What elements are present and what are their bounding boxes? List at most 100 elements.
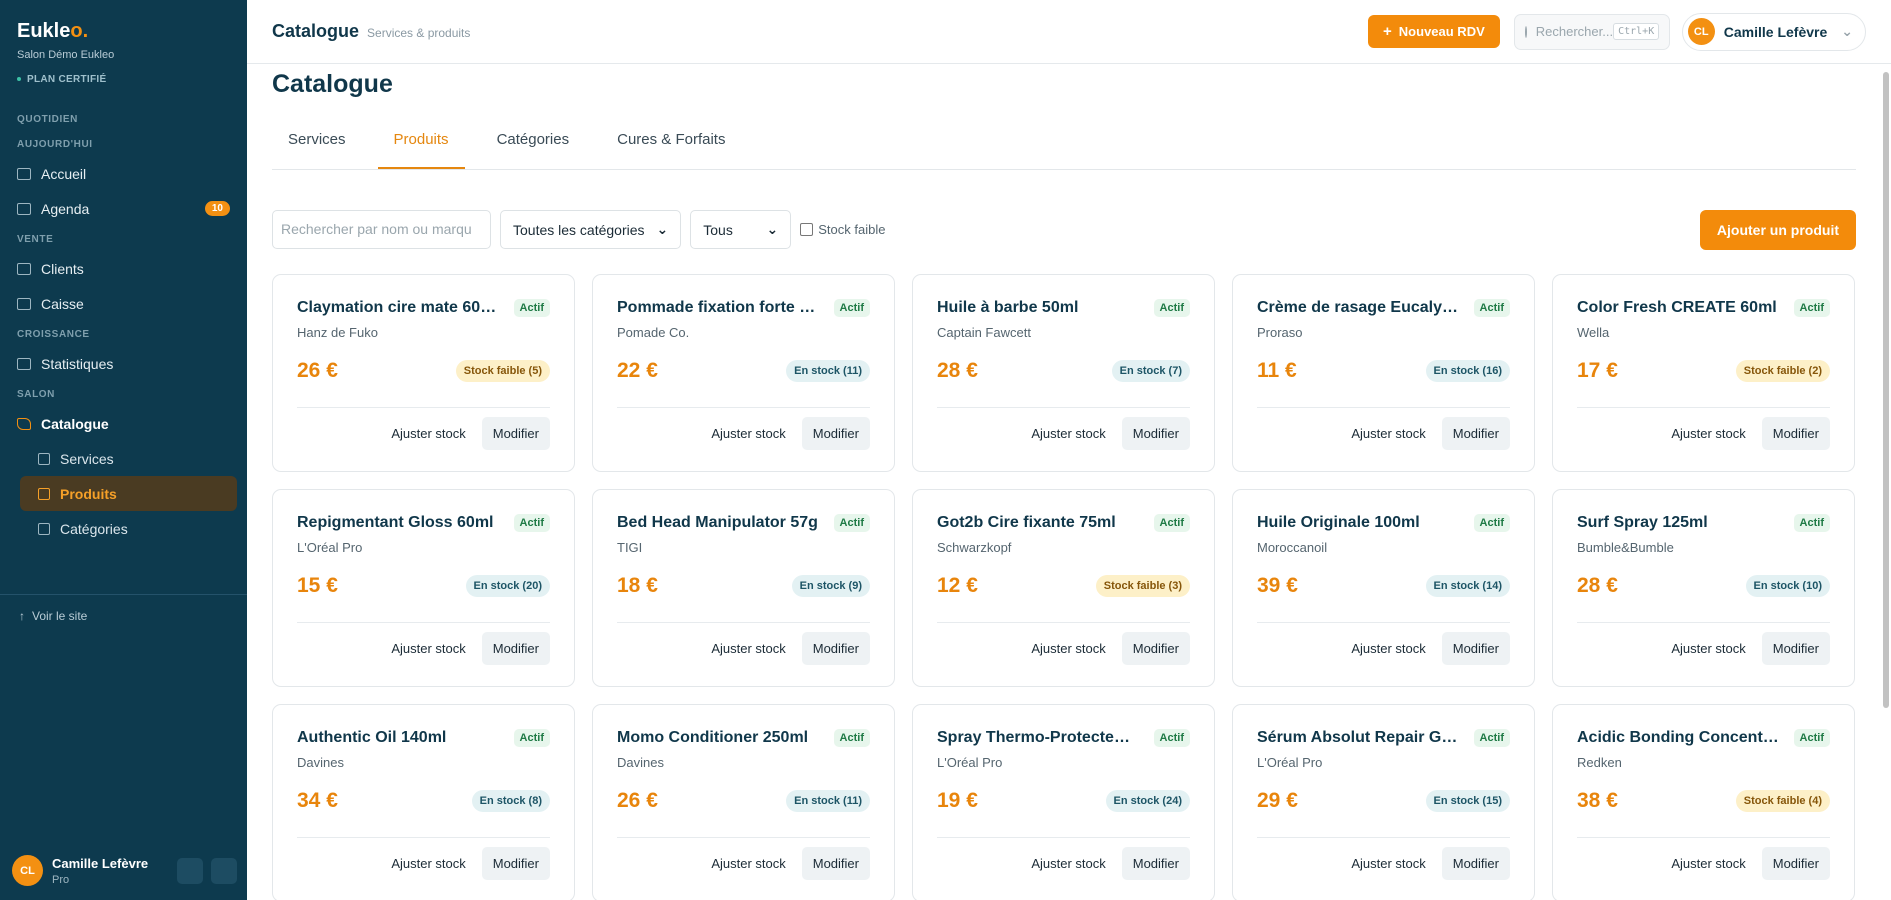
product-brand: Hanz de Fuko <box>297 325 378 340</box>
nav-subitem[interactable]: Produits <box>20 476 237 511</box>
theme-button[interactable] <box>177 857 203 884</box>
edit-button[interactable]: Modifier <box>1121 632 1190 665</box>
price: 26 € <box>297 359 338 382</box>
status-badge: Actif <box>1153 729 1190 747</box>
add-product-button[interactable]: Ajouter un produit <box>1699 209 1856 250</box>
edit-button[interactable]: Modifier <box>1121 417 1190 450</box>
scrollbar[interactable] <box>1883 72 1889 708</box>
status-badge: Actif <box>1793 299 1830 317</box>
adjust-stock-button[interactable]: Ajuster stock <box>1671 856 1746 871</box>
card-actions: Ajuster stock Modifier <box>1257 837 1510 880</box>
adjust-stock-button[interactable]: Ajuster stock <box>1671 426 1746 441</box>
edit-button[interactable]: Modifier <box>1441 417 1510 450</box>
edit-button[interactable]: Modifier <box>1761 417 1830 450</box>
nav-item[interactable]: Caisse <box>0 286 247 321</box>
nav: QUOTIDIEN AUJOURD'HUI Accueil Agenda 10 VENTE… <box>0 106 247 546</box>
price: 11 € <box>1257 359 1297 382</box>
adjust-stock-button[interactable]: Ajuster stock <box>391 426 466 441</box>
edit-button[interactable]: Modifier <box>801 417 870 450</box>
nav-label: Catégories <box>60 520 128 537</box>
stock-badge: En stock (7) <box>1111 360 1190 382</box>
price-row: 18 € En stock (9) <box>617 572 870 600</box>
select-value: Toutes les catégories <box>513 221 645 238</box>
price: 28 € <box>1577 574 1618 597</box>
product-name: Claymation cire mate 60… <box>297 299 497 316</box>
nav-subitem[interactable]: Catégories <box>20 511 237 546</box>
user-menu[interactable]: CL Camille Lefèvre <box>1681 12 1866 51</box>
nav-item[interactable]: Accueil <box>0 156 247 191</box>
product-card: Surf Spray 125ml Actif Bumble&Bumble 28 € En… <box>1552 489 1855 687</box>
adjust-stock-button[interactable]: Ajuster stock <box>1351 426 1426 441</box>
edit-button[interactable]: Modifier <box>1441 632 1510 665</box>
product-card: Sérum Absolut Repair G… Actif L'Oréal Pro 2… <box>1232 704 1535 900</box>
product-brand: Captain Fawcett <box>937 325 1031 340</box>
product-card: Pommade fixation forte … Actif Pomade Co. 2… <box>592 274 895 472</box>
search-input[interactable]: Rechercher par nom ou marqu <box>272 210 491 249</box>
price: 29 € <box>1257 789 1298 812</box>
site-link[interactable]: Voir le site <box>19 609 87 623</box>
tab[interactable]: Produits <box>377 132 465 169</box>
edit-button[interactable]: Modifier <box>1441 847 1510 880</box>
logout-button[interactable] <box>211 857 237 884</box>
adjust-stock-button[interactable]: Ajuster stock <box>1351 856 1426 871</box>
adjust-stock-button[interactable]: Ajuster stock <box>1031 426 1106 441</box>
edit-button[interactable]: Modifier <box>1761 847 1830 880</box>
status-badge: Actif <box>833 514 870 532</box>
tab[interactable]: Cures & Forfaits <box>617 131 726 148</box>
edit-button[interactable]: Modifier <box>481 847 550 880</box>
product-name: Color Fresh CREATE 60ml <box>1577 299 1777 316</box>
nav-section: CROISSANCE <box>17 329 90 340</box>
category-select[interactable]: Toutes les catégories <box>500 210 682 249</box>
adjust-stock-button[interactable]: Ajuster stock <box>1351 641 1426 656</box>
nav-subitem[interactable]: Services <box>20 441 237 476</box>
edit-button[interactable]: Modifier <box>1761 632 1830 665</box>
adjust-stock-button[interactable]: Ajuster stock <box>711 856 786 871</box>
status-badge: Actif <box>1473 299 1510 317</box>
tab[interactable]: Services <box>288 131 346 148</box>
filters: Rechercher par nom ou marqu Toutes les c… <box>272 209 1856 250</box>
adjust-stock-button[interactable]: Ajuster stock <box>1031 641 1106 656</box>
product-brand: Pomade Co. <box>617 325 690 340</box>
adjust-stock-button[interactable]: Ajuster stock <box>711 641 786 656</box>
status-badge: Actif <box>833 299 870 317</box>
adjust-stock-button[interactable]: Ajuster stock <box>1031 856 1106 871</box>
tabs: Services Produits Catégories Cures & Forfai… <box>272 132 1856 170</box>
search[interactable]: Rechercher... Ctrl+K <box>1513 13 1670 50</box>
price: 18 € <box>617 574 658 597</box>
edit-button[interactable]: Modifier <box>801 632 870 665</box>
product-card: Got2b Cire fixante 75ml Actif Schwarzkopf 1… <box>912 489 1215 687</box>
adjust-stock-button[interactable]: Ajuster stock <box>1671 641 1746 656</box>
edit-button[interactable]: Modifier <box>481 417 550 450</box>
price: 28 € <box>937 359 978 382</box>
edit-button[interactable]: Modifier <box>1121 847 1190 880</box>
card-actions: Ajuster stock Modifier <box>937 622 1190 665</box>
tab[interactable]: Catégories <box>496 131 570 148</box>
divider <box>0 594 247 595</box>
product-name: Repigmentant Gloss 60ml <box>297 514 494 531</box>
nav-item[interactable]: Agenda 10 <box>0 191 247 226</box>
edit-button[interactable]: Modifier <box>481 632 550 665</box>
price-row: 19 € En stock (24) <box>937 787 1190 815</box>
icon <box>38 452 50 465</box>
nav-label: Clients <box>41 260 84 277</box>
product-brand: Bumble&Bumble <box>1577 540 1674 555</box>
edit-button[interactable]: Modifier <box>801 847 870 880</box>
adjust-stock-button[interactable]: Ajuster stock <box>391 856 466 871</box>
icon <box>17 167 31 180</box>
brand: Eukleo. <box>17 20 88 43</box>
plan: PLAN CERTIFIÉ <box>17 74 106 85</box>
product-brand: Moroccanoil <box>1257 540 1328 555</box>
status-select[interactable]: Tous <box>690 210 792 249</box>
low-stock-checkbox[interactable]: Stock faible <box>800 222 885 237</box>
nav-item[interactable]: Catalogue <box>0 406 247 441</box>
nav-item[interactable]: Statistiques <box>0 346 247 381</box>
icon <box>17 202 31 215</box>
product-name: Got2b Cire fixante 75ml <box>937 514 1116 531</box>
new-rdv-button[interactable]: Nouveau RDV <box>1368 15 1500 48</box>
nav-item[interactable]: Clients <box>0 251 247 286</box>
product-name: Surf Spray 125ml <box>1577 514 1708 531</box>
adjust-stock-button[interactable]: Ajuster stock <box>711 426 786 441</box>
adjust-stock-button[interactable]: Ajuster stock <box>391 641 466 656</box>
product-brand: L'Oréal Pro <box>1257 755 1323 770</box>
